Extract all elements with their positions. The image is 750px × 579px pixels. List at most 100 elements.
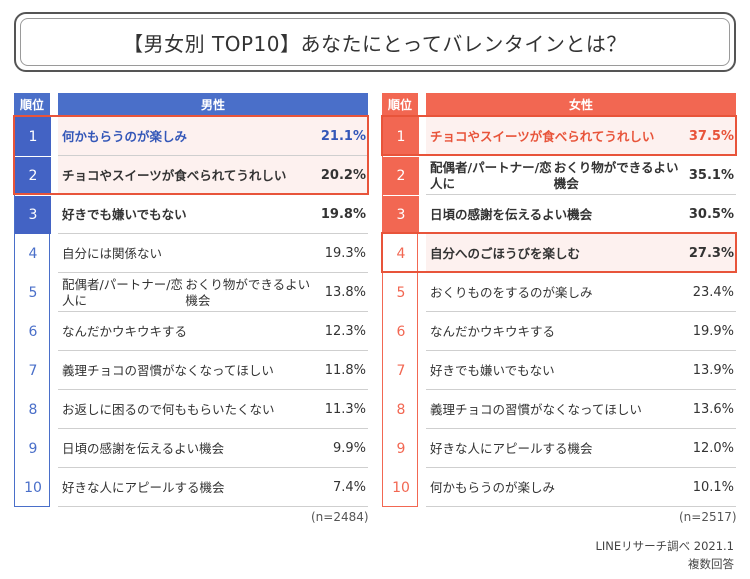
title-frame: 【男女別 TOP10】あなたにとってバレンタインとは？ xyxy=(14,12,736,72)
female-rank-cell: 4 xyxy=(396,245,406,262)
male-row-value: 21.1% xyxy=(320,129,366,144)
male-row-value: 19.8% xyxy=(320,207,366,222)
male-ranking-table: 順位 男性 1 2 3 4 5 6 7 8 9 10 何かもらうのが楽しみ 21.1% チョコやスイーツ… xyxy=(13,93,369,507)
male-title-header: 男性 xyxy=(58,93,368,115)
male-table-row: お返しに困るので何ももらいたくない 11.3% xyxy=(58,390,368,429)
male-row-divider xyxy=(58,428,368,429)
female-table-row: おくりものをするのが楽しみ 23.4% xyxy=(426,273,736,312)
male-table-row: なんだかウキウキする 12.3% xyxy=(58,312,368,351)
female-row-label: 配偶者/パートナー/恋人に おくり物ができるよい機会 xyxy=(430,159,679,191)
male-rank-cell: 3 xyxy=(15,195,51,234)
female-row-label: 義理チョコの習慣がなくなってほしい xyxy=(430,401,642,417)
male-table-row: 何かもらうのが楽しみ 21.1% xyxy=(58,117,368,156)
female-row-label: チョコやスイーツが食べられてうれしい xyxy=(430,128,655,144)
male-table-row: 配偶者/パートナー/恋人に おくり物ができるよい機会 13.8% xyxy=(58,273,368,312)
female-row-divider xyxy=(426,506,736,507)
male-rank-column: 1 2 3 4 5 6 7 8 9 10 xyxy=(14,117,51,507)
female-row-value: 23.4% xyxy=(692,285,734,300)
female-rank-cell: 3 xyxy=(383,195,419,234)
female-row-value: 10.1% xyxy=(692,480,734,495)
female-row-value: 13.9% xyxy=(692,363,734,378)
male-row-label: チョコやスイーツが食べられてうれしい xyxy=(62,167,287,183)
male-rank-cell: 9 xyxy=(28,440,38,457)
female-highlight-frame xyxy=(381,115,737,156)
male-table-row: 好きでも嫌いでもない 19.8% xyxy=(58,195,368,234)
male-rank-header: 順位 xyxy=(14,93,50,115)
source-note: LINEリサーチ調べ 2021.1 複数回答 xyxy=(595,537,734,573)
male-row-value: 20.2% xyxy=(320,168,366,183)
male-row-label: 好きな人にアピールする機会 xyxy=(62,479,225,495)
female-row-value: 35.1% xyxy=(688,168,734,183)
female-row-label: おくりものをするのが楽しみ xyxy=(430,284,593,300)
female-table-row: なんだかウキウキする 19.9% xyxy=(426,312,736,351)
female-row-value: 27.3% xyxy=(688,246,734,261)
female-table-row: 義理チョコの習慣がなくなってほしい 13.6% xyxy=(426,390,736,429)
female-table-row: 何かもらうのが楽しみ 10.1% xyxy=(426,468,736,507)
male-row-value: 11.3% xyxy=(324,402,366,417)
male-row-label: 配偶者/パートナー/恋人に おくり物ができるよい機会 xyxy=(62,276,311,308)
answer-type-note: 複数回答 xyxy=(688,557,734,571)
female-rank-cell: 8 xyxy=(396,401,406,418)
female-rank-cell: 7 xyxy=(396,362,406,379)
male-table-row: 義理チョコの習慣がなくなってほしい 11.8% xyxy=(58,351,368,390)
female-row-divider xyxy=(426,311,736,312)
male-row-divider xyxy=(58,506,368,507)
female-table-row: 好きな人にアピールする機会 12.0% xyxy=(426,429,736,468)
female-row-divider xyxy=(426,428,736,429)
female-row-value: 37.5% xyxy=(688,129,734,144)
male-rank-cell: 1 xyxy=(15,117,51,156)
female-row-divider xyxy=(426,389,736,390)
male-row-label: 何かもらうのが楽しみ xyxy=(62,128,188,144)
female-sample-size: (n=2517) xyxy=(679,510,737,524)
male-row-value: 19.3% xyxy=(324,246,366,261)
female-row-label: 日頃の感謝を伝えるよい機会 xyxy=(430,206,593,222)
male-table-row: 好きな人にアピールする機会 7.4% xyxy=(58,468,368,507)
female-row-label: 好きな人にアピールする機会 xyxy=(430,440,593,456)
female-highlight-frame xyxy=(381,232,737,273)
male-row-value: 13.8% xyxy=(324,285,366,300)
female-table-row: 自分へのごほうびを楽しむ 27.3% xyxy=(426,234,736,273)
male-rank-cell: 7 xyxy=(28,362,38,379)
male-row-label: 日頃の感謝を伝えるよい機会 xyxy=(62,440,225,456)
female-row-value: 12.0% xyxy=(692,441,734,456)
male-row-label: なんだかウキウキする xyxy=(62,323,188,339)
male-row-divider xyxy=(58,311,368,312)
male-row-divider xyxy=(58,350,368,351)
female-row-value: 13.6% xyxy=(692,402,734,417)
male-table-row: 日頃の感謝を伝えるよい機会 9.9% xyxy=(58,429,368,468)
source-line: LINEリサーチ調べ 2021.1 xyxy=(595,539,734,553)
female-ranking-table: 順位 女性 1 2 3 4 5 6 7 8 9 10 チョコやスイーツが食べられてうれしい 37.5%… xyxy=(381,93,737,507)
female-row-divider xyxy=(426,194,736,195)
female-table-row: 好きでも嫌いでもない 13.9% xyxy=(426,351,736,390)
female-row-divider xyxy=(426,350,736,351)
chart-title: 【男女別 TOP10】あなたにとってバレンタインとは？ xyxy=(123,31,627,56)
male-row-label: お返しに困るので何ももらいたくない xyxy=(62,401,275,417)
female-table-row: 配偶者/パートナー/恋人に おくり物ができるよい機会 35.1% xyxy=(426,156,736,195)
male-row-label: 自分には関係ない xyxy=(62,245,163,261)
female-rank-cell: 9 xyxy=(396,440,406,457)
female-rank-header: 順位 xyxy=(382,93,418,115)
female-row-label: 何かもらうのが楽しみ xyxy=(430,479,556,495)
male-table-row: 自分には関係ない 19.3% xyxy=(58,234,368,273)
male-highlight-frame xyxy=(13,115,369,195)
female-table-row: チョコやスイーツが食べられてうれしい 37.5% xyxy=(426,117,736,156)
male-sample-size: (n=2484) xyxy=(311,510,369,524)
female-rank-cell: 10 xyxy=(392,479,410,496)
male-row-divider xyxy=(58,233,368,234)
female-row-label: 好きでも嫌いでもない xyxy=(430,362,555,378)
male-row-value: 12.3% xyxy=(324,324,366,339)
female-row-value: 30.5% xyxy=(688,207,734,222)
male-rank-cell: 5 xyxy=(28,284,38,301)
male-row-value: 11.8% xyxy=(324,363,366,378)
female-rank-cell: 2 xyxy=(383,156,419,195)
female-table-row: 日頃の感謝を伝えるよい機会 30.5% xyxy=(426,195,736,234)
female-title-header: 女性 xyxy=(426,93,736,115)
male-row-value: 7.4% xyxy=(332,480,366,495)
male-row-divider xyxy=(58,272,368,273)
female-row-divider xyxy=(426,467,736,468)
male-row-divider xyxy=(58,155,368,156)
male-row-divider xyxy=(58,467,368,468)
female-row-value: 19.9% xyxy=(692,324,734,339)
male-rank-cell: 6 xyxy=(28,323,38,340)
female-rank-column: 1 2 3 4 5 6 7 8 9 10 xyxy=(382,117,419,507)
